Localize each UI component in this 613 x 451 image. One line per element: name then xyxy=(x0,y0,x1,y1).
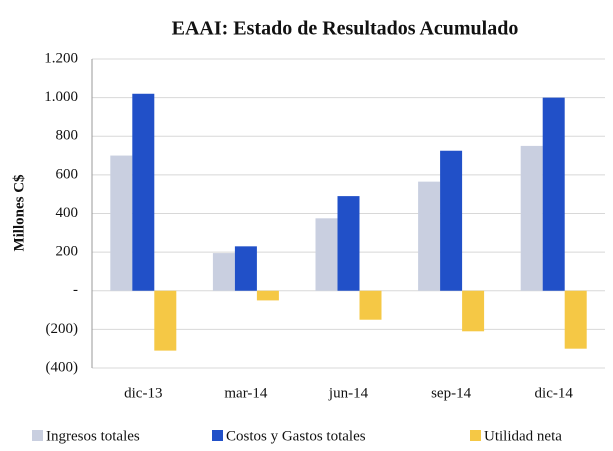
legend-swatch xyxy=(32,430,43,441)
bar xyxy=(564,290,587,349)
bar xyxy=(418,181,441,291)
legend-label: Costos y Gastos totales xyxy=(226,428,366,444)
bar xyxy=(234,246,257,291)
x-tick-label: dic-14 xyxy=(535,385,574,401)
y-tick-label: 1.200 xyxy=(44,50,78,66)
bar xyxy=(315,218,338,291)
bar xyxy=(520,145,543,291)
legend-label: Utilidad neta xyxy=(484,428,562,444)
bar xyxy=(542,97,565,291)
bar xyxy=(337,196,360,291)
legend-label: Ingresos totales xyxy=(46,428,140,444)
y-tick-label: 600 xyxy=(56,166,79,182)
legend-swatch xyxy=(212,430,223,441)
x-tick-label: jun-14 xyxy=(328,385,369,401)
bar xyxy=(132,93,155,291)
y-tick-label: (200) xyxy=(46,321,79,337)
bar xyxy=(359,290,382,320)
y-tick-label: 800 xyxy=(56,128,79,144)
x-tick-label: sep-14 xyxy=(431,385,471,401)
y-tick-label: 1.000 xyxy=(44,89,78,105)
bar xyxy=(212,253,235,291)
y-tick-label: - xyxy=(73,282,78,298)
bar xyxy=(440,150,463,291)
y-tick-label: 400 xyxy=(56,205,79,221)
x-tick-label: dic-13 xyxy=(124,385,162,401)
bar xyxy=(256,290,279,301)
y-tick-label: 200 xyxy=(56,244,79,260)
bar xyxy=(110,155,133,291)
bar xyxy=(154,290,177,351)
y-axis-label: Millones C$ xyxy=(11,174,27,252)
x-tick-label: mar-14 xyxy=(224,385,268,401)
bar xyxy=(462,290,485,332)
y-tick-label: (400) xyxy=(46,359,79,375)
chart-title: EAAI: Estado de Resultados Acumulado xyxy=(172,18,519,40)
legend-swatch xyxy=(470,430,481,441)
